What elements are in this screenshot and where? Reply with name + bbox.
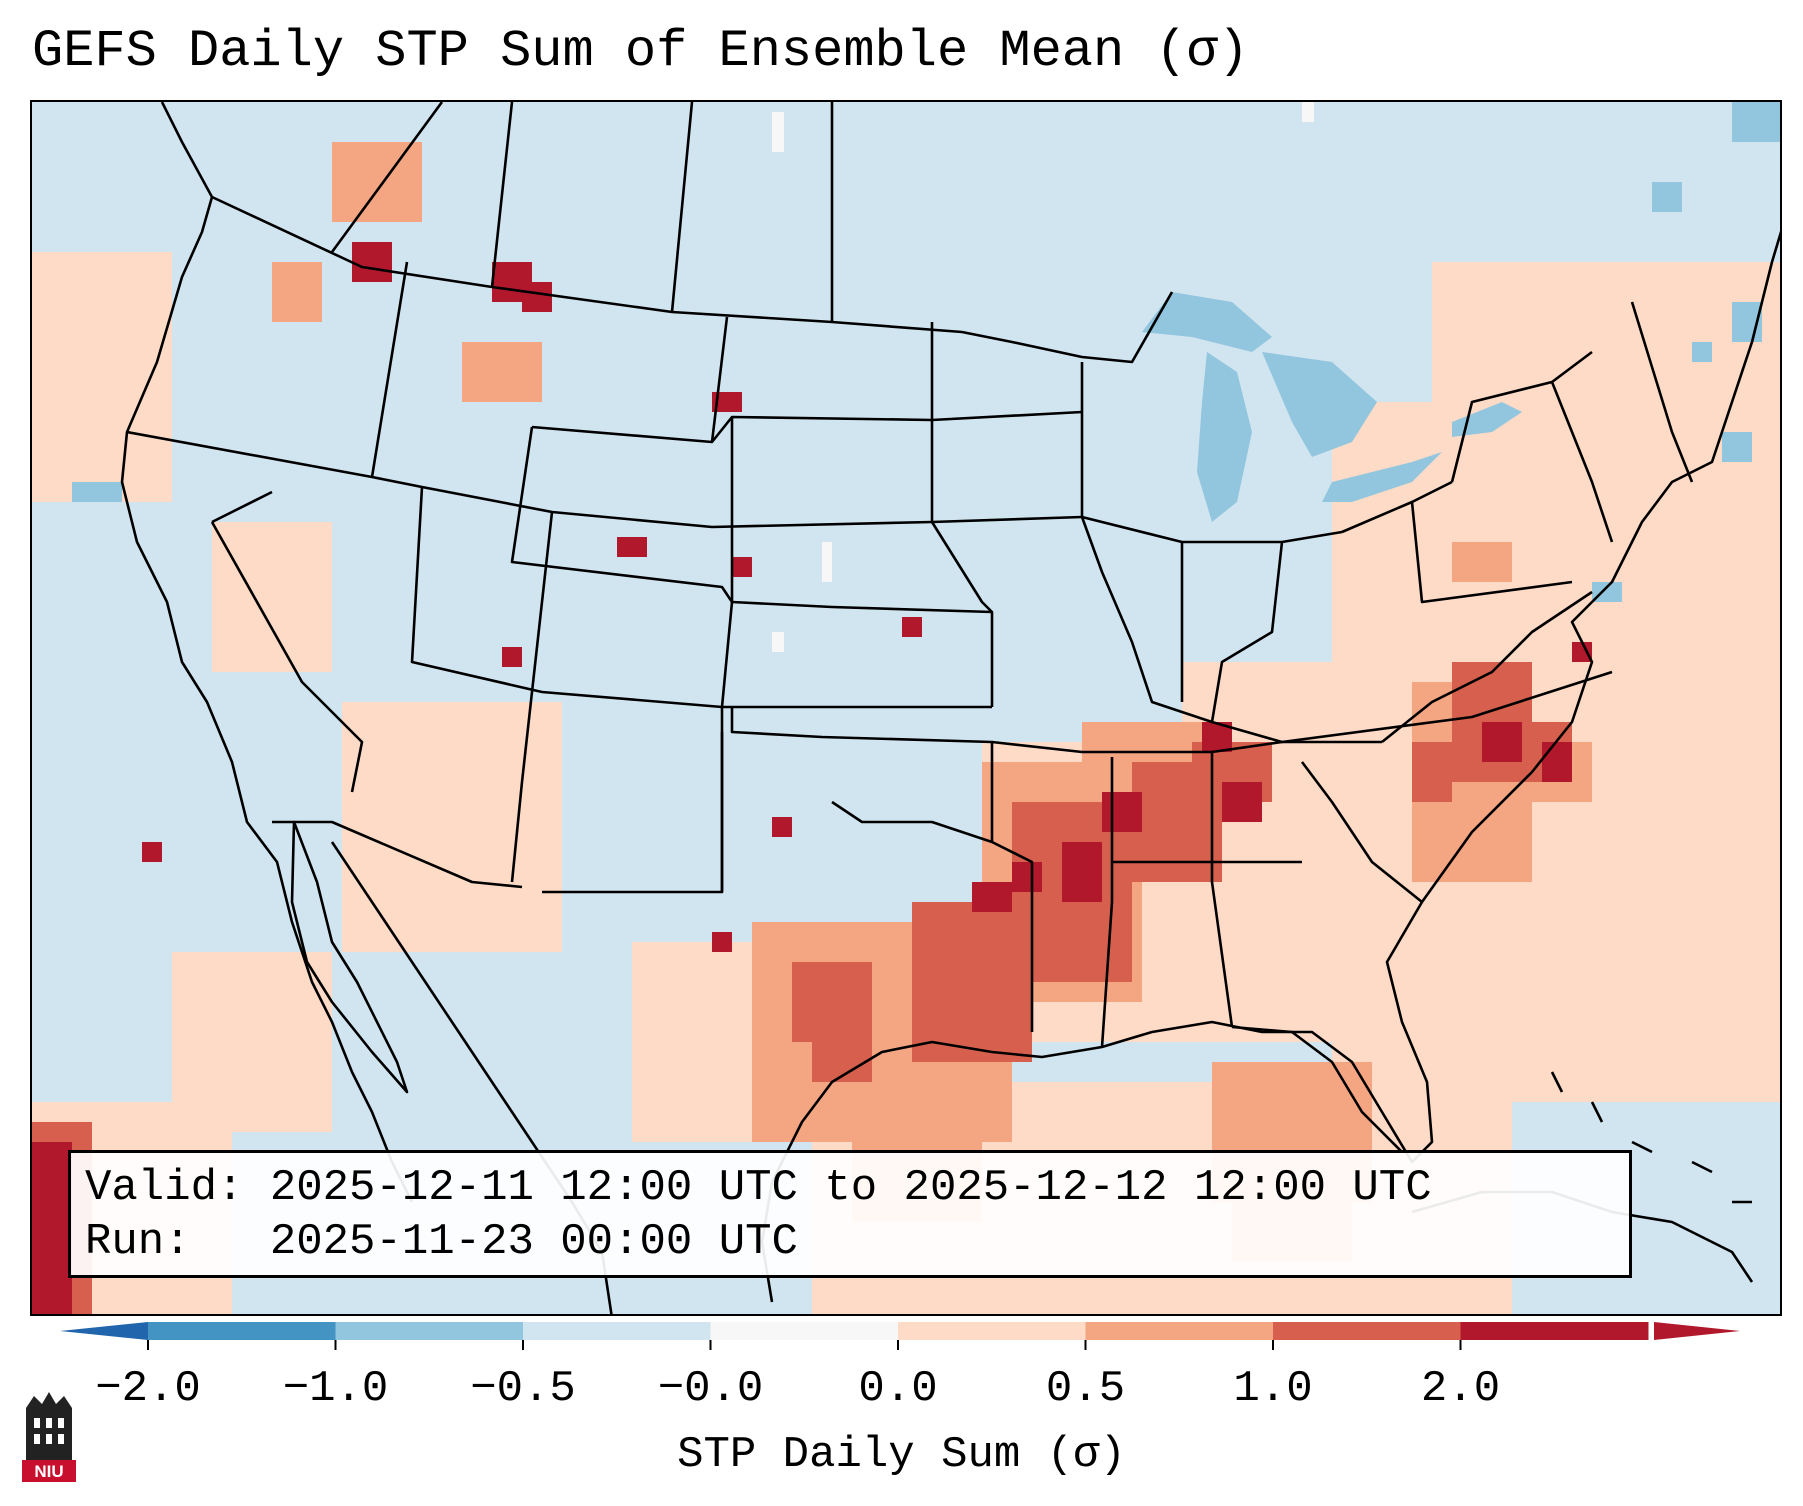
stp-cell — [1452, 542, 1512, 582]
stp-cell — [352, 242, 392, 282]
colorbar-tick-label: 0.5 — [1045, 1364, 1126, 1414]
stp-cell — [462, 342, 542, 402]
stp-cell — [902, 617, 922, 637]
colorbar-tick-label: 1.0 — [1233, 1364, 1313, 1414]
colorbar-tick-label: 0.0 — [858, 1364, 938, 1414]
stp-cell — [1652, 182, 1682, 212]
stp-cell — [1692, 342, 1712, 362]
stp-cell — [72, 482, 122, 502]
stp-cell — [1732, 102, 1780, 142]
stp-cell — [502, 647, 522, 667]
colorbar-segment — [523, 1322, 711, 1340]
stp-cell — [1572, 642, 1592, 662]
colorbar-segment — [335, 1322, 524, 1340]
stp-cell — [912, 902, 1032, 1062]
stp-cell — [1222, 782, 1262, 822]
colorbar-ticks — [147, 1340, 1462, 1350]
colorbar — [60, 1322, 1740, 1350]
valid-line: Valid: 2025-12-11 12:00 UTC to 2025-12-1… — [85, 1163, 1432, 1213]
stp-cell — [972, 882, 1012, 912]
stp-cell — [1102, 792, 1142, 832]
colorbar-segment — [1460, 1322, 1649, 1340]
stp-cell — [772, 112, 784, 152]
colorbar-tick-label: −0.0 — [657, 1364, 764, 1414]
stp-cell — [32, 1142, 72, 1314]
stp-cell — [712, 932, 732, 952]
colorbar-segments — [148, 1322, 1649, 1340]
niu-logo: NIU — [20, 1390, 78, 1484]
stp-cell — [772, 817, 792, 837]
stp-cell — [1722, 432, 1752, 462]
stp-cell — [1012, 862, 1042, 892]
colorbar-label: STP Daily Sum (σ) — [677, 1430, 1126, 1480]
logo-text: NIU — [34, 1462, 63, 1481]
stp-cell — [342, 702, 562, 952]
colorbar-segment — [1273, 1322, 1461, 1340]
stp-cell — [1592, 582, 1622, 602]
run-line: Run: 2025-11-23 00:00 UTC — [85, 1217, 798, 1267]
stp-cell — [822, 542, 832, 582]
colorbar-tick-label: −1.0 — [282, 1364, 389, 1414]
map-panel[interactable] — [30, 100, 1782, 1316]
colorbar-extend-high — [1654, 1322, 1740, 1340]
chart-title: GEFS Daily STP Sum of Ensemble Mean (σ) — [32, 22, 1249, 81]
map-svg — [32, 102, 1780, 1314]
colorbar-segment — [148, 1322, 336, 1340]
colorbar-segment — [710, 1322, 899, 1340]
stp-cell — [772, 632, 784, 652]
stp-cell — [712, 392, 742, 412]
colorbar-segment — [898, 1322, 1086, 1340]
colorbar-tick-label: 2.0 — [1420, 1364, 1501, 1414]
colorbar-tick-label: −2.0 — [95, 1364, 201, 1414]
stp-cell — [522, 282, 552, 312]
stp-cell — [1062, 842, 1102, 902]
stp-cell — [1302, 102, 1314, 122]
colorbar-extend-low — [60, 1322, 148, 1340]
great-lakes — [1142, 292, 1522, 522]
stp-cell — [812, 1022, 872, 1082]
colorbar-segment — [1085, 1322, 1274, 1340]
stp-cell — [142, 842, 162, 862]
stp-cell — [1412, 742, 1452, 802]
stp-cell — [732, 557, 752, 577]
stp-cell — [617, 537, 647, 557]
colorbar-tick-label: −0.5 — [470, 1364, 576, 1414]
stp-cell — [272, 262, 322, 322]
stp-cell — [172, 952, 332, 1132]
stp-cell — [1542, 742, 1572, 782]
stp-cell — [32, 252, 172, 502]
stp-cell — [1482, 722, 1522, 762]
stp-cell — [332, 142, 422, 222]
valid-run-infobox: Valid: 2025-12-11 12:00 UTC to 2025-12-1… — [68, 1150, 1632, 1278]
stp-cell — [212, 522, 332, 672]
